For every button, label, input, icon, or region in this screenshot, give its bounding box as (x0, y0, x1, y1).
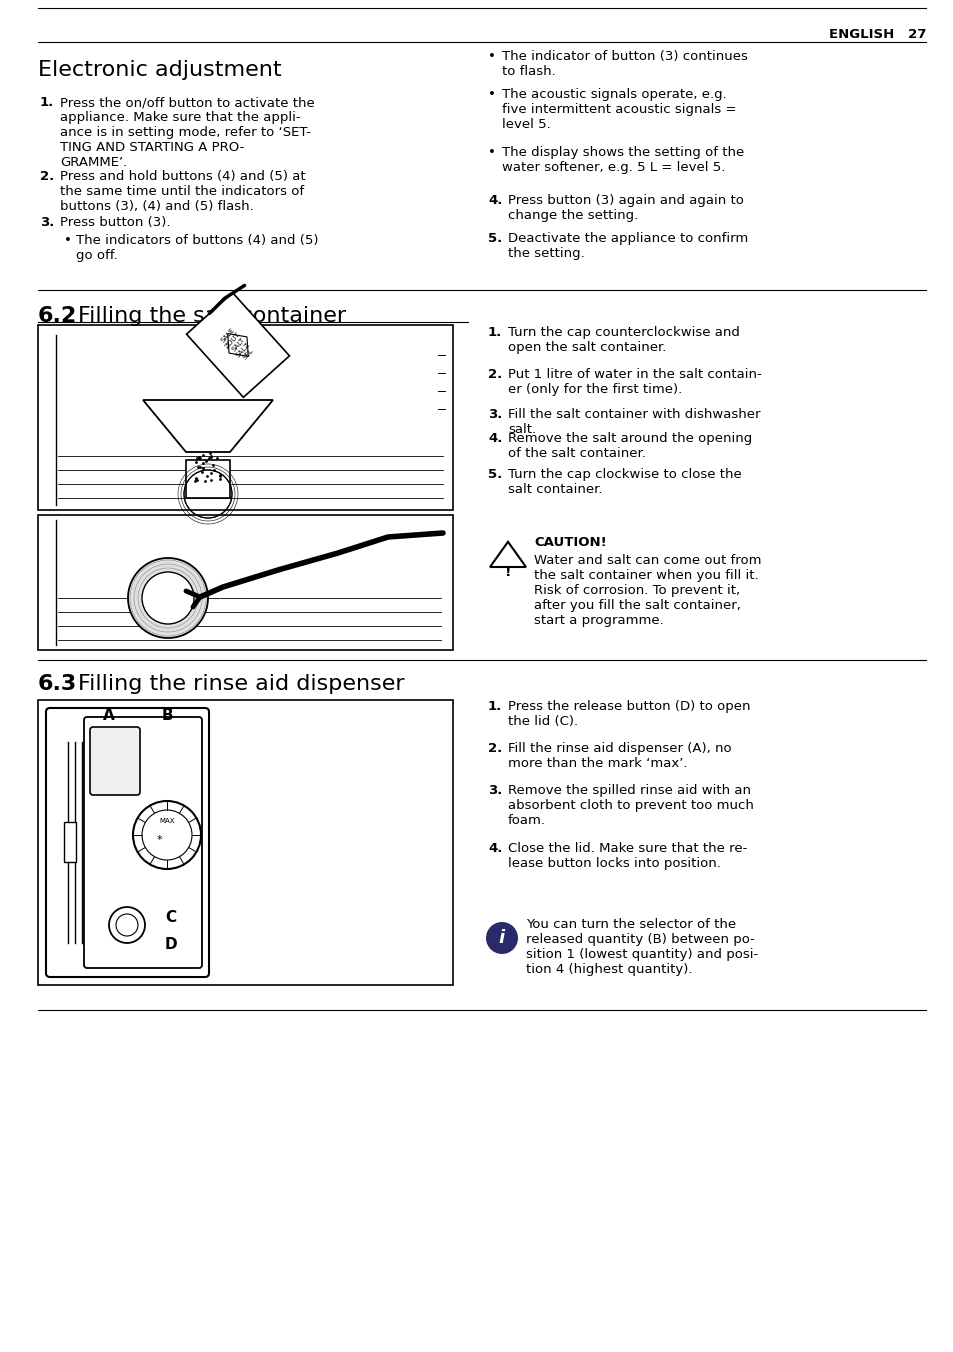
Text: The indicators of buttons (4) and (5)
go off.: The indicators of buttons (4) and (5) go… (76, 234, 318, 262)
Text: !: ! (504, 565, 511, 579)
Circle shape (109, 907, 145, 942)
Circle shape (132, 800, 201, 869)
Text: The display shows the setting of the
water softener, e.g. 5 L = level 5.: The display shows the setting of the wat… (501, 146, 743, 174)
Text: B: B (161, 708, 172, 723)
Text: 2.: 2. (488, 742, 501, 754)
Text: Turn the cap counterclockwise and
open the salt container.: Turn the cap counterclockwise and open t… (507, 326, 740, 354)
Text: Remove the salt around the opening
of the salt container.: Remove the salt around the opening of th… (507, 433, 752, 460)
Bar (38, 324, 453, 510)
Text: ENGLISH   27: ENGLISH 27 (828, 28, 925, 41)
Text: MAX: MAX (159, 818, 174, 823)
Text: D: D (165, 937, 177, 952)
Text: 1.: 1. (488, 700, 501, 713)
Bar (186, 460, 230, 498)
Text: *: * (156, 836, 162, 845)
Text: 3.: 3. (488, 784, 502, 796)
Bar (64, 822, 76, 863)
Text: i: i (498, 929, 504, 946)
Text: SALE
ZOUT
SALT
SALZ
SEL: SALE ZOUT SALT SALZ SEL (218, 326, 257, 364)
Text: Deactivate the appliance to confirm
the setting.: Deactivate the appliance to confirm the … (507, 233, 747, 260)
Text: •: • (488, 50, 496, 64)
Circle shape (128, 558, 208, 638)
Polygon shape (143, 400, 273, 452)
Text: Water and salt can come out from
the salt container when you fill it.
Risk of co: Water and salt can come out from the sal… (534, 554, 760, 627)
Text: Electronic adjustment: Electronic adjustment (38, 59, 281, 80)
Text: 1.: 1. (488, 326, 501, 339)
Text: 2.: 2. (40, 170, 54, 183)
Text: The acoustic signals operate, e.g.
five intermittent acoustic signals =
level 5.: The acoustic signals operate, e.g. five … (501, 88, 736, 131)
Circle shape (142, 572, 193, 625)
Text: 1.: 1. (40, 96, 54, 110)
Text: 6.2: 6.2 (38, 306, 77, 326)
Text: Press button (3).: Press button (3). (60, 216, 171, 228)
Circle shape (485, 922, 517, 955)
FancyBboxPatch shape (84, 717, 202, 968)
Text: CAUTION!: CAUTION! (534, 535, 606, 549)
Text: Fill the rinse aid dispenser (A), no
more than the mark ‘max’.: Fill the rinse aid dispenser (A), no mor… (507, 742, 731, 771)
Text: The indicator of button (3) continues
to flash.: The indicator of button (3) continues to… (501, 50, 747, 78)
Text: Turn the cap clockwise to close the
salt container.: Turn the cap clockwise to close the salt… (507, 468, 741, 496)
Text: 4.: 4. (488, 842, 502, 854)
FancyBboxPatch shape (90, 727, 140, 795)
Text: Put 1 litre of water in the salt contain-
er (only for the first time).: Put 1 litre of water in the salt contain… (507, 368, 760, 396)
Text: Close the lid. Make sure that the re-
lease button locks into position.: Close the lid. Make sure that the re- le… (507, 842, 746, 869)
Text: 4.: 4. (488, 193, 502, 207)
Text: ↧: ↧ (111, 756, 119, 767)
Text: Remove the spilled rinse aid with an
absorbent cloth to prevent too much
foam.: Remove the spilled rinse aid with an abs… (507, 784, 753, 827)
Text: •: • (64, 234, 71, 247)
Text: Filling the salt container: Filling the salt container (78, 306, 346, 326)
Polygon shape (490, 542, 525, 566)
Text: Press the release button (D) to open
the lid (C).: Press the release button (D) to open the… (507, 700, 750, 727)
Text: 3.: 3. (488, 408, 502, 420)
Text: •: • (488, 146, 496, 160)
Text: 5.: 5. (488, 468, 501, 481)
Polygon shape (187, 292, 289, 397)
Text: 2.: 2. (488, 368, 501, 381)
Text: 3.: 3. (40, 216, 54, 228)
Text: A: A (103, 708, 114, 723)
Bar (38, 515, 453, 650)
Polygon shape (228, 334, 248, 357)
Text: Press and hold buttons (4) and (5) at
the same time until the indicators of
butt: Press and hold buttons (4) and (5) at th… (60, 170, 305, 214)
Text: Filling the rinse aid dispenser: Filling the rinse aid dispenser (78, 675, 404, 694)
Text: C: C (165, 910, 176, 925)
Bar (38, 700, 453, 986)
FancyBboxPatch shape (46, 708, 209, 977)
Text: Fill the salt container with dishwasher
salt.: Fill the salt container with dishwasher … (507, 408, 760, 435)
Text: •: • (488, 88, 496, 101)
Text: 5.: 5. (488, 233, 501, 245)
Text: Press button (3) again and again to
change the setting.: Press button (3) again and again to chan… (507, 193, 743, 222)
Text: 4.: 4. (488, 433, 502, 445)
Text: You can turn the selector of the
released quantity (B) between po-
sition 1 (low: You can turn the selector of the release… (525, 918, 758, 976)
Text: 6.3: 6.3 (38, 675, 77, 694)
Text: Press the on/off button to activate the
appliance. Make sure that the appli-
anc: Press the on/off button to activate the … (60, 96, 314, 169)
